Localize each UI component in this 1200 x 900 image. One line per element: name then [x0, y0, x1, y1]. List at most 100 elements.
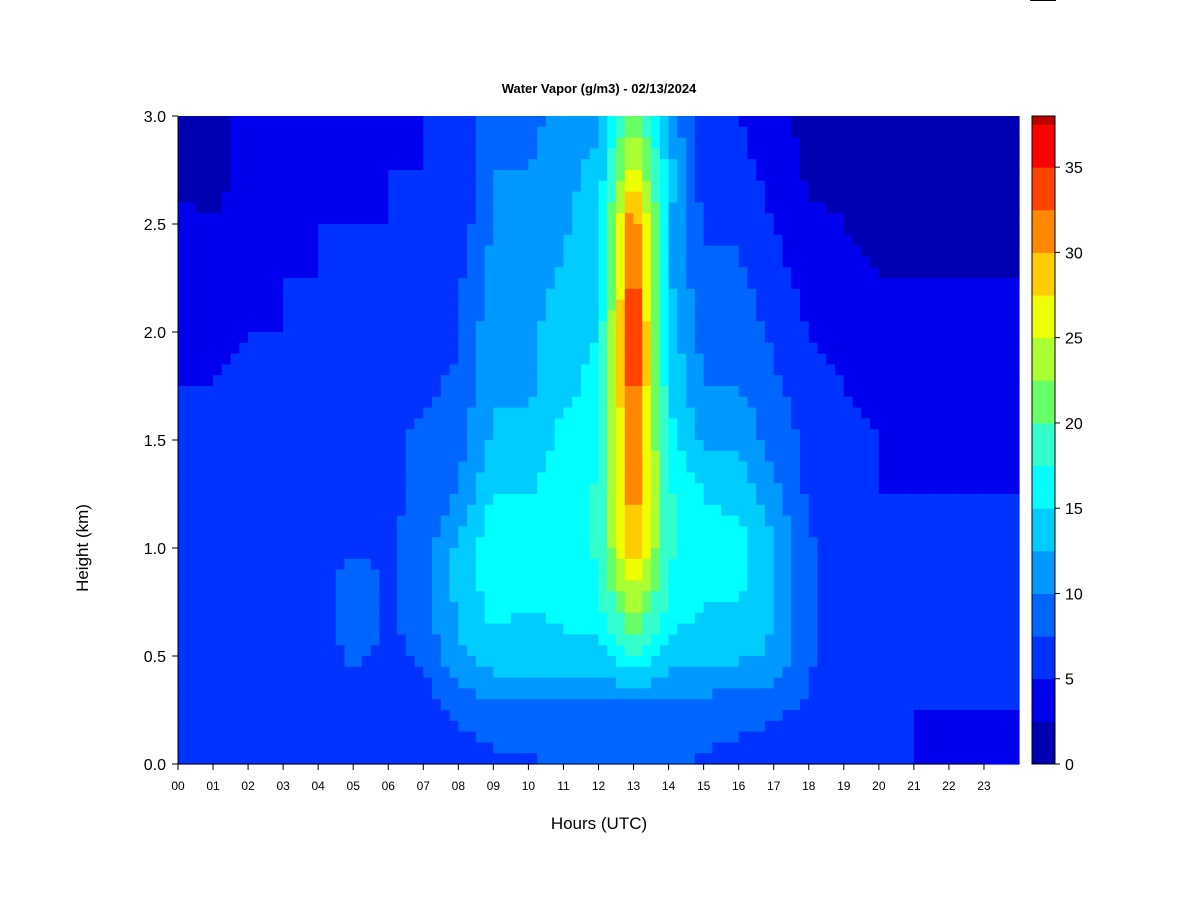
- heatmap-cell: [563, 386, 573, 398]
- heatmap-cell: [344, 612, 354, 625]
- heatmap-cell: [432, 537, 442, 549]
- heatmap-cell: [195, 418, 205, 430]
- heatmap-cell: [554, 569, 565, 581]
- heatmap-cell: [563, 666, 573, 679]
- heatmap-cell: [642, 440, 652, 452]
- heatmap-cell: [440, 148, 451, 160]
- heatmap-cell: [703, 450, 713, 463]
- heatmap-cell: [694, 666, 705, 679]
- heatmap-cell: [370, 537, 381, 549]
- heatmap-cell: [353, 494, 363, 506]
- heatmap-cell: [703, 645, 713, 657]
- heatmap-cell: [335, 137, 346, 149]
- heatmap-cell: [764, 494, 775, 506]
- heatmap-cell: [572, 213, 582, 225]
- heatmap-cell: [449, 407, 459, 419]
- heatmap-cell: [537, 688, 547, 700]
- heatmap-cell: [186, 569, 197, 581]
- heatmap-cell: [440, 634, 451, 646]
- heatmap-cell: [642, 332, 652, 344]
- heatmap-cell: [896, 537, 906, 549]
- heatmap-cell: [484, 548, 494, 560]
- heatmap-cell: [607, 591, 617, 603]
- heatmap-cell: [475, 504, 486, 517]
- heatmap-cell: [642, 504, 652, 517]
- heatmap-cell: [651, 180, 661, 193]
- heatmap-cell: [651, 710, 661, 722]
- heatmap-cell: [843, 116, 854, 128]
- heatmap-cell: [405, 245, 416, 257]
- heatmap-cell: [580, 332, 591, 344]
- heatmap-cell: [861, 170, 871, 182]
- heatmap-cell: [256, 440, 267, 452]
- heatmap-cell: [633, 645, 643, 657]
- heatmap-cell: [256, 710, 267, 722]
- heatmap-cell: [388, 267, 398, 279]
- heatmap-cell: [344, 699, 354, 711]
- heatmap-cell: [379, 558, 389, 571]
- heatmap-cell: [580, 580, 591, 592]
- heatmap-cell: [326, 288, 337, 301]
- heatmap-cell: [361, 224, 372, 236]
- heatmap-cell: [318, 364, 328, 376]
- heatmap-cell: [458, 623, 468, 635]
- heatmap-cell: [414, 116, 424, 128]
- heatmap-cell: [668, 515, 678, 527]
- heatmap-cell: [738, 126, 749, 139]
- heatmap-cell: [738, 645, 749, 657]
- heatmap-cell: [291, 386, 302, 398]
- heatmap-cell: [694, 342, 705, 355]
- heatmap-cell: [502, 364, 512, 376]
- heatmap-cell: [554, 472, 565, 484]
- heatmap-cell: [738, 548, 749, 560]
- heatmap-cell: [589, 569, 600, 581]
- heatmap-cell: [703, 656, 713, 668]
- heatmap-cell: [318, 591, 328, 603]
- heatmap-cell: [467, 731, 477, 743]
- heatmap-cell: [484, 645, 494, 657]
- heatmap-cell: [686, 332, 696, 344]
- heatmap-cell: [178, 159, 188, 171]
- heatmap-cell: [738, 116, 749, 128]
- heatmap-cell: [213, 321, 223, 333]
- heatmap-cell: [519, 742, 530, 754]
- heatmap-cell: [659, 126, 670, 139]
- heatmap-cell: [370, 645, 381, 657]
- heatmap-cell: [791, 645, 801, 657]
- heatmap-cell: [870, 386, 880, 398]
- heatmap-cell: [537, 180, 547, 193]
- heatmap-cell: [808, 688, 819, 700]
- heatmap-cell: [458, 461, 468, 473]
- heatmap-cell: [475, 180, 486, 193]
- heatmap-cell: [484, 461, 494, 473]
- heatmap-cell: [896, 515, 906, 527]
- heatmap-cell: [493, 191, 503, 203]
- heatmap-cell: [773, 472, 784, 484]
- heatmap-cell: [545, 224, 556, 236]
- heatmap-cell: [896, 116, 906, 128]
- heatmap-cell: [808, 515, 819, 527]
- heatmap-cell: [729, 483, 740, 495]
- heatmap-cell: [835, 180, 845, 193]
- heatmap-cell: [458, 202, 468, 214]
- heatmap-cell: [826, 526, 836, 538]
- heatmap-cell: [764, 375, 775, 387]
- heatmap-cell: [764, 591, 775, 603]
- heatmap-cell: [493, 645, 503, 657]
- heatmap-cell: [344, 429, 354, 441]
- heatmap-cell: [283, 332, 293, 344]
- heatmap-cell: [397, 688, 407, 700]
- heatmap-cell: [519, 180, 530, 193]
- heatmap-cell: [642, 742, 652, 754]
- heatmap-cell: [852, 375, 862, 387]
- heatmap-cell: [256, 180, 267, 193]
- heatmap-cell: [519, 569, 530, 581]
- heatmap-cell: [467, 191, 477, 203]
- heatmap-cell: [791, 699, 801, 711]
- heatmap-cell: [519, 191, 530, 203]
- heatmap-cell: [572, 234, 582, 247]
- heatmap-cell: [870, 656, 880, 668]
- heatmap-cell: [432, 720, 442, 733]
- heatmap-cell: [423, 364, 433, 376]
- heatmap-cell: [616, 515, 626, 527]
